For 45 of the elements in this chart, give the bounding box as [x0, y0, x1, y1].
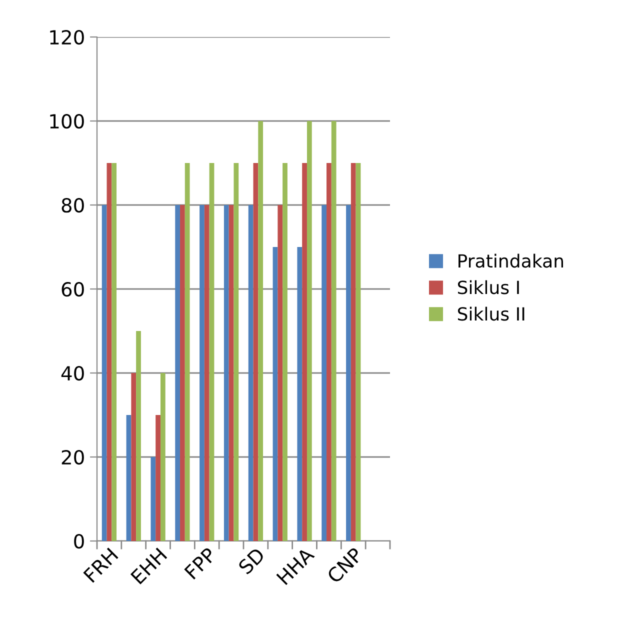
legend-label: Pratindakan [458, 254, 564, 268]
bar [346, 205, 351, 541]
bar [102, 205, 107, 541]
bar [297, 247, 302, 541]
bar [106, 163, 112, 541]
bar [156, 415, 160, 541]
bar [302, 163, 307, 541]
bar [282, 163, 288, 541]
bar [248, 205, 254, 541]
legend-label: Siklus II [458, 306, 524, 321]
y-tick-label: 80 [62, 198, 84, 213]
bar [331, 121, 336, 541]
bar [224, 205, 229, 541]
bar [272, 247, 278, 541]
bar [278, 205, 283, 541]
x-tick-label: FPP [184, 546, 217, 580]
bar [160, 373, 166, 541]
bar [356, 163, 361, 541]
bar [150, 457, 156, 541]
bar [326, 163, 332, 541]
bar [131, 373, 136, 541]
bar [234, 163, 239, 541]
y-tick-label: 0 [74, 534, 84, 549]
bar [112, 163, 117, 541]
bar [322, 205, 327, 541]
bar [180, 205, 185, 541]
bar [204, 205, 210, 541]
bar [258, 121, 264, 541]
bar [175, 205, 180, 541]
y-tick-label: 100 [50, 114, 84, 129]
bar [228, 205, 234, 541]
y-tick-label: 20 [62, 450, 84, 465]
x-tick-label: SD [238, 546, 266, 575]
y-tick-label: 40 [61, 366, 84, 381]
bar [306, 121, 312, 541]
bar [200, 205, 204, 541]
bar [209, 163, 214, 541]
bar [253, 163, 258, 541]
y-tick-label: 60 [62, 282, 84, 297]
bar [136, 331, 141, 541]
legend-label: Siklus I [458, 280, 519, 294]
y-tick-label: 120 [50, 30, 84, 45]
bar [184, 163, 190, 541]
bar [126, 415, 132, 541]
bar [350, 163, 356, 541]
